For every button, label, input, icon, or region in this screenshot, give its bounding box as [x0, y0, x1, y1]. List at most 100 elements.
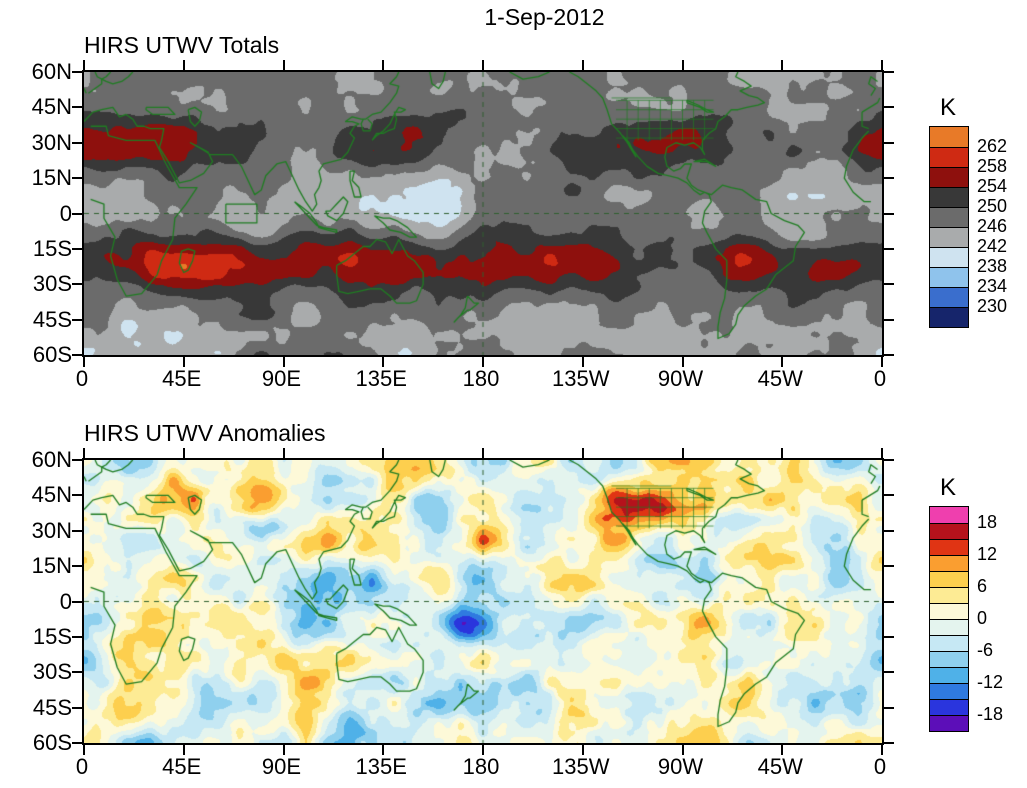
axis-tick: [681, 60, 684, 70]
axis-tick: [72, 742, 82, 744]
figure-date-title: 1-Sep-2012: [484, 4, 605, 30]
axis-tick: [781, 745, 784, 755]
anomalies-map-canvas: [84, 460, 882, 743]
x-axis-label: 45E: [162, 754, 202, 779]
axis-tick: [72, 529, 82, 532]
axis-tick: [72, 354, 82, 356]
colorbar-cell: [930, 207, 968, 227]
axis-tick: [681, 448, 684, 458]
axis-tick: [72, 141, 82, 144]
axis-tick: [884, 459, 894, 461]
axis-tick: [681, 745, 684, 755]
anomalies-colorbar-swatches: [929, 506, 969, 732]
x-axis-label: 45E: [162, 366, 202, 391]
colorbar-cell: [930, 167, 968, 187]
axis-tick: [72, 247, 82, 250]
x-axis-label: 90W: [657, 754, 704, 779]
totals-map: [72, 60, 894, 367]
axis-tick: [72, 318, 82, 321]
y-axis-label: 30N: [31, 517, 72, 543]
y-axis-label: 30S: [32, 271, 72, 297]
colorbar-cell: [930, 523, 968, 539]
x-axis-label: 0: [75, 754, 89, 779]
axis-tick: [282, 357, 285, 367]
colorbar-cell: [930, 651, 968, 667]
colorbar-cell: [930, 507, 968, 523]
axis-tick: [884, 742, 894, 744]
colorbar-cell: [930, 667, 968, 683]
totals-panel-title: HIRS UTWV Totals: [84, 32, 280, 58]
colorbar-cell: [930, 571, 968, 587]
axis-tick: [884, 283, 894, 286]
axis-tick: [72, 459, 82, 461]
y-axis-label: 60N: [31, 59, 72, 84]
axis-tick: [884, 318, 894, 321]
colorbar-cell: [930, 307, 968, 327]
axis-tick: [781, 60, 784, 70]
axis-tick: [282, 448, 285, 458]
colorbar-tick-label: -18: [977, 704, 1004, 724]
x-axis-label: 135E: [355, 366, 407, 391]
colorbar-cell: [930, 555, 968, 571]
totals-colorbar-swatches: [929, 126, 969, 328]
axis-tick: [282, 60, 285, 70]
axis-tick: [482, 448, 484, 458]
axis-tick: [72, 212, 82, 215]
colorbar-tick-label: 0: [977, 608, 988, 628]
axis-tick: [581, 357, 584, 367]
anomalies-map: [72, 448, 894, 755]
y-axis-label: 45S: [32, 694, 72, 720]
colorbar-cell: [930, 147, 968, 167]
x-axis-label: 90E: [261, 754, 302, 779]
x-axis-label: 135W: [552, 754, 610, 779]
axis-tick: [83, 745, 85, 755]
axis-tick: [884, 177, 894, 180]
colorbar-cell: [930, 227, 968, 247]
x-axis-label: 45W: [757, 366, 803, 391]
axis-tick: [881, 357, 883, 367]
colorbar-tick-label: 18: [977, 512, 998, 532]
colorbar-tick-label: 238: [977, 256, 1008, 276]
axis-tick: [72, 671, 82, 674]
colorbar-tick-label: 250: [977, 196, 1008, 216]
axis-tick: [884, 106, 894, 109]
colorbar-cell: [930, 539, 968, 555]
y-axis-label: 60S: [32, 730, 72, 755]
x-axis-label: 90W: [657, 366, 704, 391]
axis-tick: [884, 565, 894, 568]
y-axis-label: 15N: [31, 165, 72, 191]
axis-tick: [482, 745, 484, 755]
axis-tick: [72, 565, 82, 568]
axis-tick: [884, 600, 894, 603]
axis-tick: [382, 60, 385, 70]
axis-tick: [182, 745, 185, 755]
x-axis-label: 135W: [552, 366, 610, 391]
x-axis-label: 90E: [261, 366, 302, 391]
axis-tick: [884, 529, 894, 532]
axis-tick: [382, 357, 385, 367]
colorbar-tick-label: 12: [977, 544, 998, 564]
axis-tick: [781, 448, 784, 458]
y-axis-label: 45N: [31, 482, 72, 508]
y-axis-label: 15S: [32, 623, 72, 649]
axis-tick: [884, 635, 894, 638]
axis-tick: [881, 60, 883, 70]
colorbar-tick-label: 230: [977, 296, 1008, 316]
y-axis-label: 0: [59, 200, 72, 226]
axis-tick: [382, 745, 385, 755]
x-axis-label: 0: [75, 366, 89, 391]
colorbar-cell: [930, 187, 968, 207]
colorbar-tick-label: -12: [977, 672, 1004, 692]
axis-tick: [884, 671, 894, 674]
colorbar-tick-label: 262: [977, 136, 1008, 156]
colorbar-tick-label: 258: [977, 156, 1008, 176]
axis-tick: [781, 357, 784, 367]
totals-colorbar: K 262 258 254 250 246 242 238 234 230: [929, 94, 1027, 328]
axis-tick: [382, 448, 385, 458]
axis-tick: [72, 71, 82, 73]
axis-tick: [884, 247, 894, 250]
y-axis-label: 30N: [31, 129, 72, 155]
axis-tick: [72, 283, 82, 286]
axis-tick: [72, 177, 82, 180]
